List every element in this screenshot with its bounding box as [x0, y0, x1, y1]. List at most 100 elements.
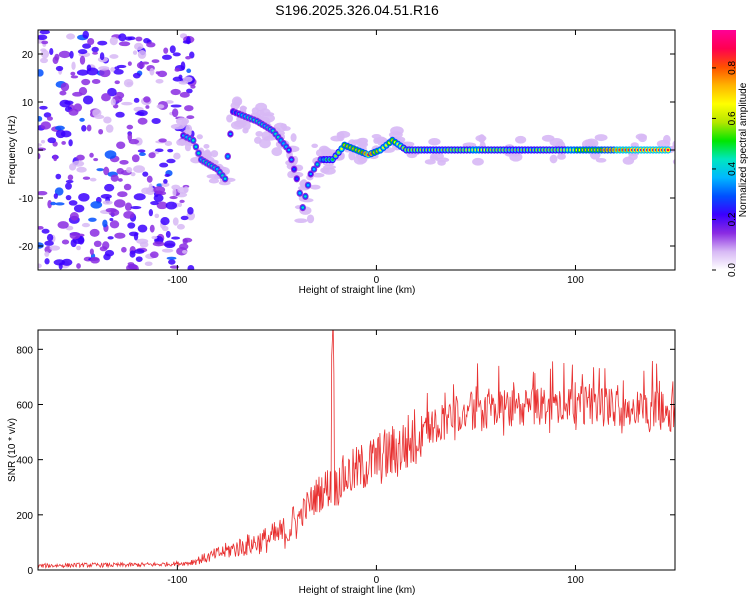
noise-blob — [65, 182, 72, 190]
noise-blob — [73, 204, 85, 213]
noise-blob — [99, 68, 111, 78]
noise-blob — [133, 193, 146, 201]
noise-blob — [119, 159, 129, 165]
halo-blob — [255, 131, 264, 137]
halo-blob — [462, 142, 477, 148]
noise-blob — [166, 158, 176, 164]
noise-blob — [46, 116, 53, 121]
noise-blob — [109, 36, 118, 46]
noise-blob — [105, 207, 117, 213]
halo-blob — [472, 157, 484, 166]
noise-blob — [156, 201, 168, 210]
noise-blob — [81, 222, 90, 228]
snr-y-tick-label: 800 — [16, 345, 33, 356]
ridge-core — [306, 184, 310, 187]
ridge-core — [301, 206, 305, 209]
noise-blob — [55, 125, 65, 131]
noise-blob — [82, 95, 94, 105]
noise-blob — [137, 50, 147, 59]
noise-blob — [52, 56, 59, 64]
noise-blob — [82, 43, 92, 49]
noise-blob — [65, 194, 72, 201]
noise-blob — [55, 173, 62, 180]
noise-blob — [81, 78, 91, 86]
noise-blob — [146, 175, 153, 183]
halo-blob — [170, 123, 185, 130]
halo-blob — [259, 138, 271, 149]
noise-blob — [46, 233, 54, 242]
spectrogram-marks — [38, 30, 675, 270]
noise-blob — [174, 67, 180, 72]
noise-blob — [182, 40, 192, 44]
colorbar-tick-label: 0.4 — [727, 162, 738, 176]
noise-blob — [38, 242, 44, 249]
noise-blob — [70, 75, 79, 79]
chart-title: S196.2025.326.04.51.R16 — [275, 2, 439, 18]
colorbar-tick-label: 0.0 — [727, 263, 738, 277]
noise-blob — [186, 88, 193, 94]
noise-blob — [93, 240, 102, 248]
snr-y-tick-label: 0 — [27, 566, 33, 577]
noise-blob — [105, 124, 114, 133]
noise-blob — [110, 98, 116, 106]
noise-blob — [113, 199, 126, 208]
noise-blob — [59, 90, 67, 96]
noise-blob — [47, 137, 57, 144]
noise-blob — [55, 65, 64, 72]
noise-blob — [156, 104, 165, 109]
noise-blob — [135, 256, 143, 262]
halo-blob — [429, 155, 439, 161]
noise-blob — [70, 71, 76, 76]
noise-blob — [128, 138, 140, 145]
noise-blob — [172, 76, 183, 82]
ridge-core — [316, 163, 319, 166]
noise-blob — [127, 222, 136, 229]
noise-blob — [69, 50, 74, 59]
noise-blob — [161, 248, 174, 253]
halo-blob — [294, 218, 308, 224]
halo-blob — [557, 153, 566, 160]
noise-blob — [81, 124, 87, 132]
ridge-core — [226, 155, 230, 158]
halo-blob — [311, 172, 325, 178]
noise-blob — [109, 217, 114, 222]
noise-blob — [109, 54, 119, 59]
ridge-core — [194, 145, 198, 148]
noise-blob — [71, 61, 76, 70]
halo-blob — [218, 180, 231, 186]
noise-blob — [125, 166, 133, 173]
spectrogram-x-label: Height of straight line (km) — [299, 285, 416, 296]
noise-blob — [91, 79, 101, 84]
snr-ticks: -100 0 100 0 200 400 600 800 — [16, 330, 675, 586]
snr-y-tick-label: 600 — [16, 400, 33, 411]
noise-blob — [104, 183, 115, 192]
noise-blob — [121, 246, 127, 253]
noise-blob — [133, 97, 140, 103]
halo-blob — [672, 158, 675, 165]
snr-y-label: SNR (10 * v/v) — [7, 418, 18, 482]
noise-blob — [103, 116, 112, 124]
noise-blob — [69, 232, 81, 240]
noise-blob — [179, 91, 190, 98]
halo-blob — [185, 124, 193, 134]
noise-blob — [49, 245, 61, 251]
noise-blob — [116, 64, 127, 69]
noise-blob — [68, 200, 78, 206]
noise-blob — [187, 207, 194, 215]
noise-blob — [182, 250, 188, 254]
noise-blob — [185, 56, 192, 60]
halo-blob — [306, 214, 315, 224]
spectrogram-y-tick-label: -20 — [19, 242, 34, 253]
noise-blob — [38, 225, 44, 230]
noise-blob — [39, 30, 50, 35]
noise-blob — [65, 179, 74, 184]
colorbar-ticks: 0.0 0.2 0.4 0.6 0.8 — [712, 61, 738, 277]
ridge-core — [666, 148, 670, 152]
noise-blob — [67, 174, 74, 181]
halo-blob — [323, 164, 336, 170]
noise-blob — [155, 71, 160, 75]
noise-blob — [117, 191, 128, 198]
snr-x-tick-label: 0 — [374, 575, 380, 586]
noise-blob — [171, 108, 179, 118]
